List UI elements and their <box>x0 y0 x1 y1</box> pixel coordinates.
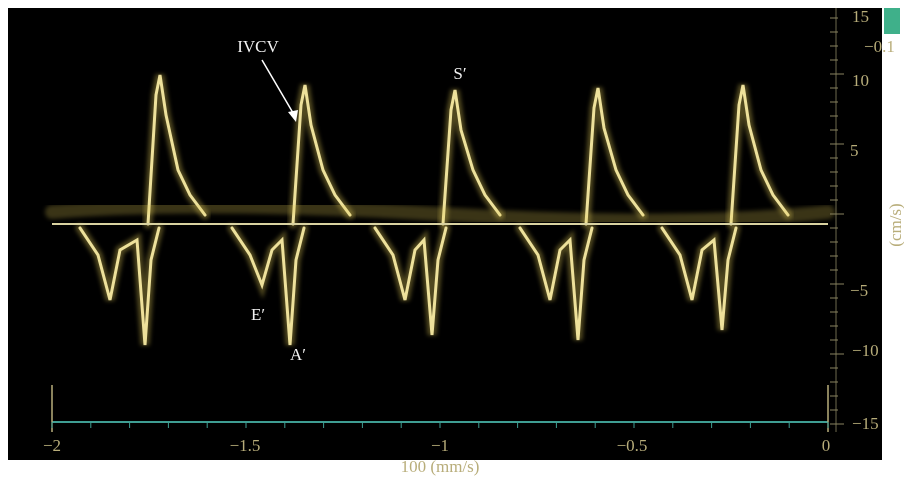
annotation: IVCV <box>237 37 279 56</box>
annotation-arrowhead <box>288 110 298 122</box>
wave-core <box>729 84 790 226</box>
wave-core <box>78 226 161 346</box>
velocity-tick-label: 5 <box>850 141 859 160</box>
wave-haze <box>45 199 835 228</box>
annotation-arrow <box>261 59 297 119</box>
time-unit: 100 (mm/s) <box>401 457 480 476</box>
doppler-waveform <box>45 74 835 346</box>
wave-core <box>660 226 738 331</box>
velocity-tick-label: 10 <box>852 71 869 90</box>
time-tick-label: −1.5 <box>230 436 261 455</box>
time-tick-label: −0.5 <box>617 436 648 455</box>
time-tick-label: −1 <box>431 436 449 455</box>
velocity-tick-label: −5 <box>850 281 868 300</box>
wave-core <box>230 226 306 346</box>
wave-core <box>518 226 594 341</box>
tick-marks <box>51 17 844 428</box>
velocity-tick-label: 15 <box>852 7 869 26</box>
wave-core <box>291 84 352 226</box>
velocity-tick-label: −0.1 <box>864 37 895 56</box>
annotation: A′ <box>290 345 306 364</box>
velocity-unit: (cm/s) <box>886 203 904 246</box>
velocity-tick-label: −15 <box>852 414 879 433</box>
wave-core <box>373 226 448 336</box>
annotation: E′ <box>251 305 265 324</box>
wave-core <box>146 74 207 226</box>
wave-core <box>441 89 502 226</box>
velocity-tick-label: −10 <box>852 341 879 360</box>
time-tick-label: −2 <box>43 436 61 455</box>
annotation: S′ <box>453 64 466 83</box>
wave-core <box>584 87 645 226</box>
time-tick-label: 0 <box>822 436 831 455</box>
corner-marker <box>884 8 900 34</box>
